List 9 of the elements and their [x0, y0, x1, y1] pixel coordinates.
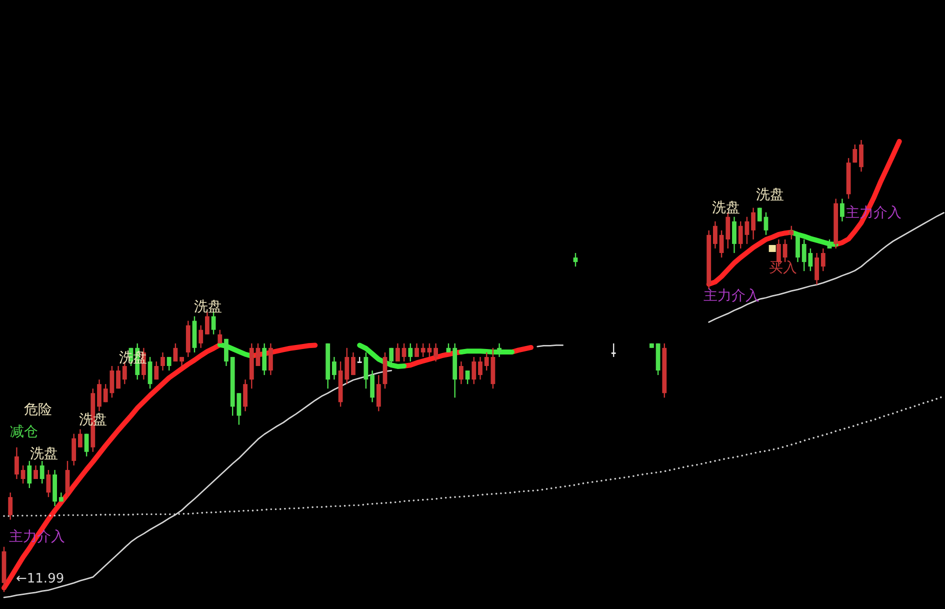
annotation: 洗盘: [30, 446, 58, 462]
annotation: 主力介入: [704, 288, 760, 304]
annotation: 洗盘: [756, 187, 784, 204]
annotation: 买入: [769, 260, 798, 276]
annotation: 洗盘: [194, 298, 222, 315]
annotation: ←11.99: [16, 571, 64, 586]
annotation: 洗盘: [712, 200, 740, 216]
annotation: 减仓: [10, 424, 38, 440]
annotation: 危险: [24, 402, 52, 418]
